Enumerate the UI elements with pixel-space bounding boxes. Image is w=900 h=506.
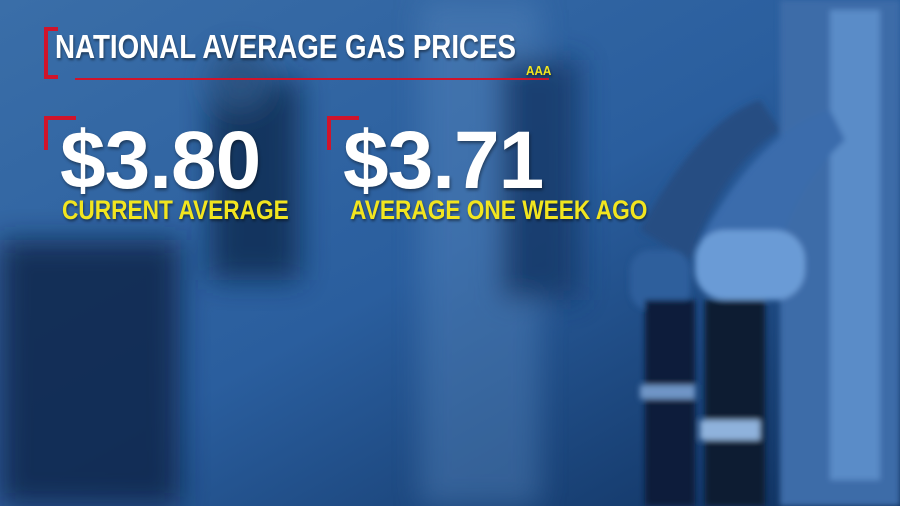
source-label: AAA [526, 63, 552, 78]
page-title: NATIONAL AVERAGE GAS PRICES [55, 28, 517, 65]
title-divider [75, 78, 549, 80]
current-average-label: CURRENT AVERAGE [62, 195, 289, 225]
week-ago-price: $3.71 [343, 115, 544, 206]
stat-bracket [327, 116, 359, 150]
current-average-price: $3.80 [60, 115, 261, 206]
stat-bracket [44, 116, 76, 150]
title-bracket [44, 27, 58, 79]
week-ago-label: AVERAGE ONE WEEK AGO [350, 195, 648, 225]
